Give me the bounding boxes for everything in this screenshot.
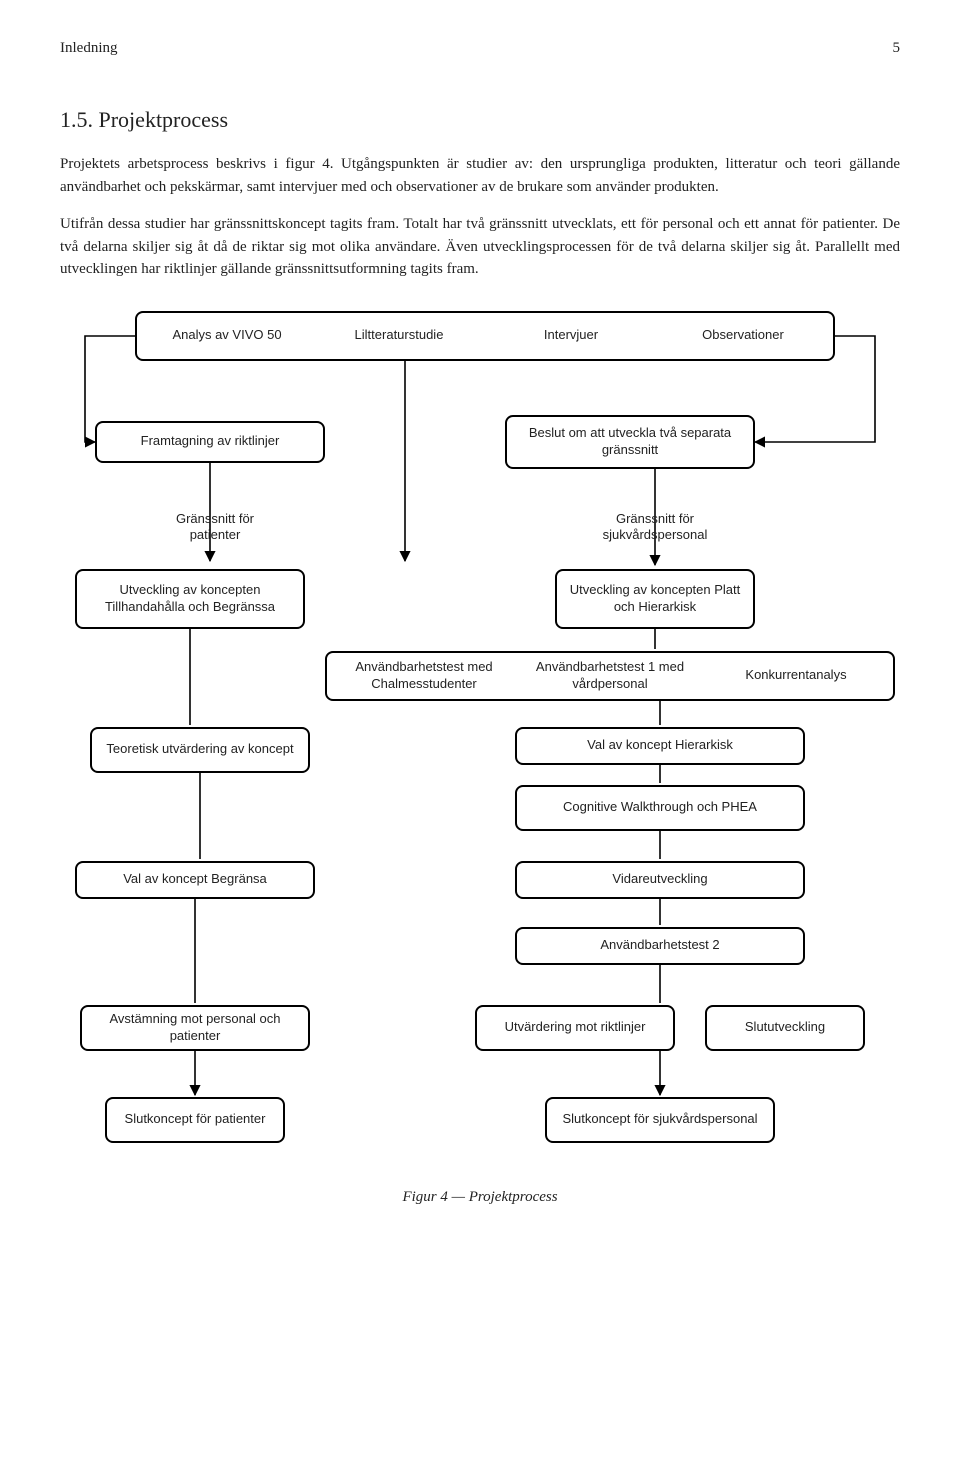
flow-node-teor: Teoretisk utvärdering av koncept <box>90 727 310 773</box>
flow-node-vidare: Vidareutveckling <box>515 861 805 899</box>
paragraph-1: Projektets arbetsprocess beskrivs i figu… <box>60 153 900 198</box>
flow-node-slutP: Slutkoncept för patienter <box>105 1097 285 1143</box>
flow-node-avst: Avstämning mot personal och patienter <box>80 1005 310 1051</box>
flow-node-lbl_patient: Gränssnitt för patienter <box>125 511 305 547</box>
running-header: Inledning <box>60 40 118 57</box>
flow-node-item: Intervjuer <box>489 327 653 343</box>
flow-node-utv_l: Utveckling av koncepten Tillhandahålla o… <box>75 569 305 629</box>
flow-node-item: Användbarhetstest 1 med vårdpersonal <box>521 659 699 692</box>
paragraph-2: Utifrån dessa studier har gränssnittskon… <box>60 213 900 281</box>
flow-node-slututv: Slututveckling <box>705 1005 865 1051</box>
flow-node-item: Observationer <box>661 327 825 343</box>
flow-node-cog: Cognitive Walkthrough och PHEA <box>515 785 805 831</box>
flow-node-anv2: Användbarhetstest 2 <box>515 927 805 965</box>
flow-node-item: Analys av VIVO 50 <box>145 327 309 343</box>
flow-node-utvR: Utvärdering mot riktlinjer <box>475 1005 675 1051</box>
flow-node-item: Konkurrentanalys <box>707 667 885 683</box>
section-title: 1.5. Projektprocess <box>60 107 900 133</box>
flow-node-item: Liltteraturstudie <box>317 327 481 343</box>
flow-node-beslut: Beslut om att utveckla två separata grän… <box>505 415 755 469</box>
flow-node-lbl_sjuk: Gränssnitt för sjukvårdspersonal <box>555 511 755 547</box>
flow-node-topbar: Analys av VIVO 50 Liltteraturstudie Interv… <box>135 311 835 361</box>
page-number: 5 <box>893 40 901 57</box>
flow-node-slutS: Slutkoncept för sjukvårdspersonal <box>545 1097 775 1143</box>
flow-node-row4bar: Användbarhetstest med ChalmesstudenterAn… <box>325 651 895 701</box>
flow-node-valH: Val av koncept Hierarkisk <box>515 727 805 765</box>
flow-node-item: Användbarhetstest med Chalmesstudenter <box>335 659 513 692</box>
figure-caption: Figur 4 — Projektprocess <box>60 1189 900 1206</box>
flow-node-utv_r: Utveckling av koncepten Platt och Hierar… <box>555 569 755 629</box>
flow-node-valB: Val av koncept Begränsa <box>75 861 315 899</box>
flow-node-riktlinjer: Framtagning av riktlinjer <box>95 421 325 463</box>
flowchart: Analys av VIVO 50 Liltteraturstudie Interv… <box>65 311 895 1171</box>
